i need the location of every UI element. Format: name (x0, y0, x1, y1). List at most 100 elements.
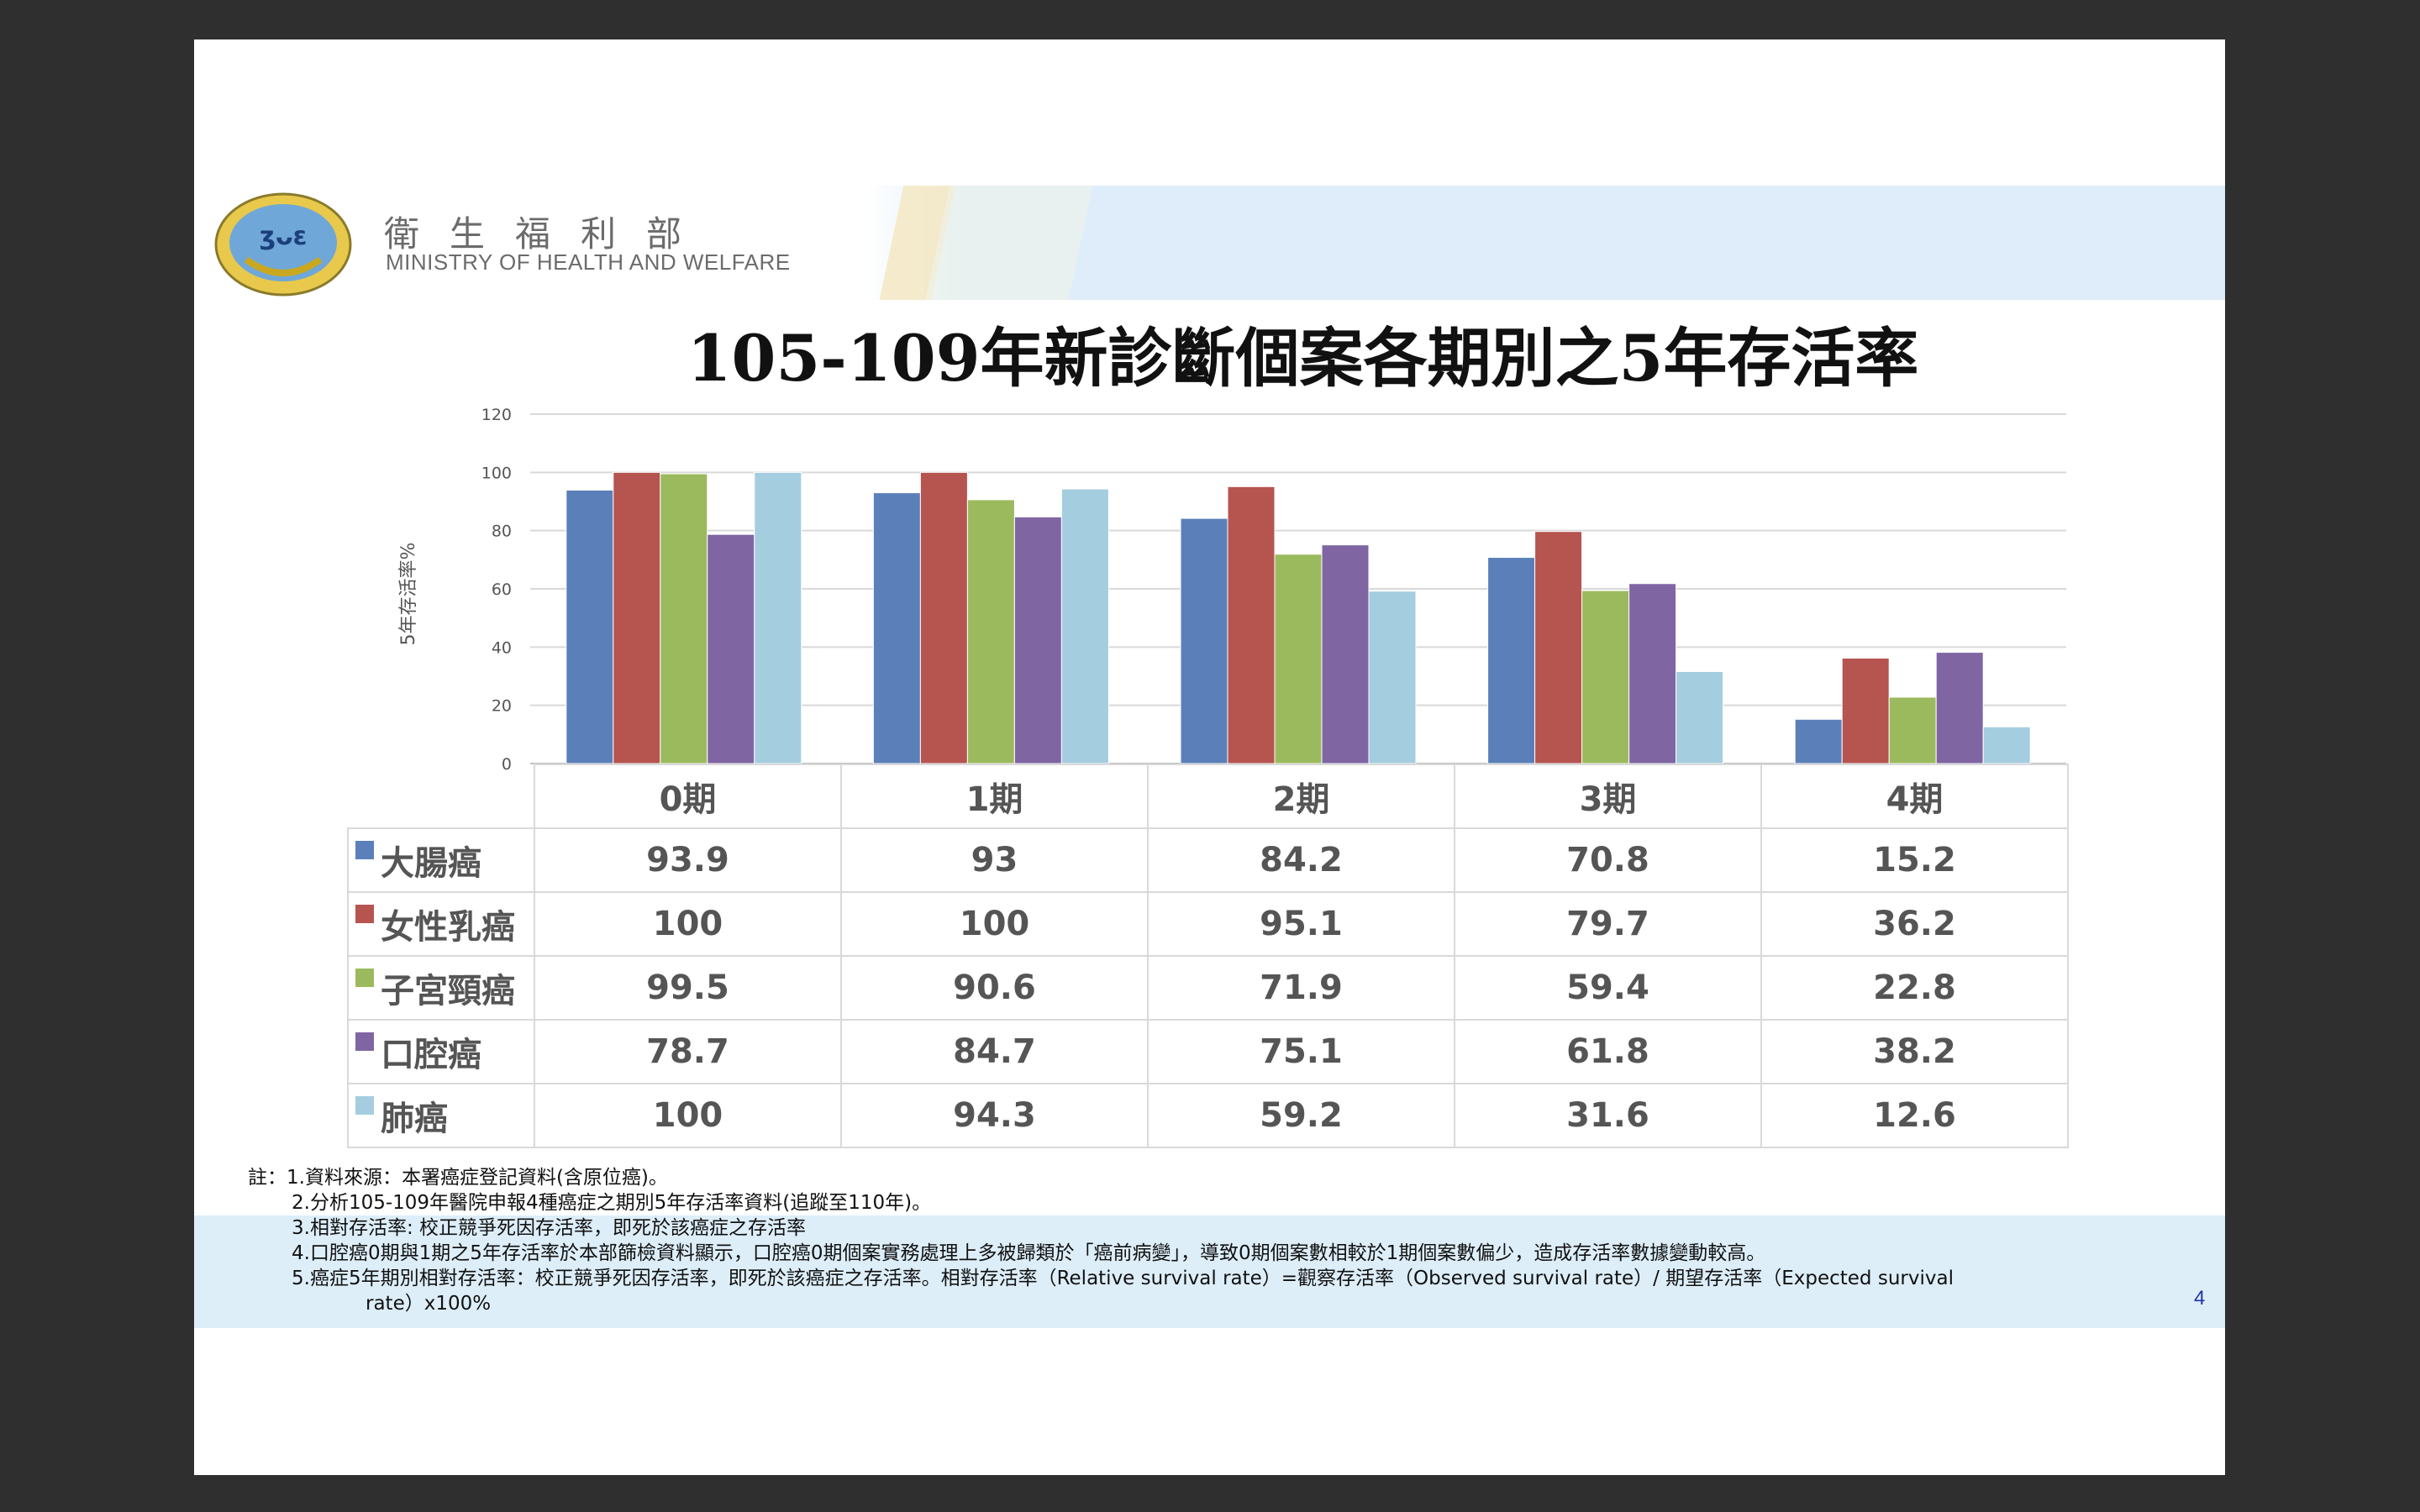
data-label: 59.4 (1454, 955, 1762, 1021)
category-label: 1期 (840, 764, 1149, 829)
note-line-3: 3.相對存活率: 校正競爭死因存活率，即死於該癌症之存活率 (292, 1217, 807, 1239)
legend-swatch (355, 1032, 374, 1051)
bar (1888, 696, 1937, 764)
y-tick-label: 120 (481, 406, 512, 424)
bar (1321, 544, 1370, 764)
data-label: 93 (840, 827, 1149, 893)
data-label: 38.2 (1760, 1019, 2069, 1084)
slide: ʒᴗɛ 衛生福利部 MINISTRY OF HEALTH AND WELFARE… (194, 39, 2225, 1475)
bar (660, 473, 708, 764)
series-name: 子宮頸癌 (381, 972, 515, 1011)
data-table-row: 子宮頸癌 99.5 90.6 71.9 59.4 22.8 (347, 955, 2069, 1021)
bar (1274, 554, 1323, 764)
bar (1180, 517, 1228, 764)
data-table-row: 口腔癌 78.7 84.7 75.1 61.8 38.2 (347, 1019, 2069, 1084)
bar (613, 471, 661, 764)
category-label: 0期 (534, 764, 842, 829)
data-table-row: 大腸癌 93.9 93 84.2 70.8 15.2 (347, 827, 2069, 893)
chart-title: 105-109年新診斷個案各期別之5年存活率 (687, 321, 1919, 396)
bar (1581, 590, 1630, 764)
y-tick-label: 80 (492, 522, 512, 541)
data-label: 84.2 (1147, 827, 1455, 893)
page-number: 4 (2194, 1287, 2206, 1310)
data-label: 71.9 (1147, 955, 1455, 1021)
y-tick-label: 0 (502, 755, 512, 774)
bar (1935, 652, 1984, 764)
bar (566, 489, 614, 764)
data-label: 36.2 (1760, 891, 2069, 957)
data-label: 99.5 (534, 955, 842, 1021)
category-label: 4期 (1760, 764, 2069, 829)
ministry-logo: ʒᴗɛ (214, 192, 352, 297)
data-label: 100 (534, 891, 842, 957)
data-label: 94.3 (840, 1083, 1149, 1148)
legend-swatch (355, 969, 374, 987)
data-table: 0期 1期 2期 3期 4期 大腸癌 93.9 93 84.2 70.8 15.2 女性乳癌 100 1… (347, 764, 2069, 1148)
legend-entry: 大腸癌 (347, 827, 535, 893)
svg-text:ʒᴗɛ: ʒᴗɛ (260, 222, 308, 251)
y-tick-label: 40 (492, 638, 512, 657)
series-name: 大腸癌 (381, 844, 481, 883)
bar (1368, 591, 1417, 764)
data-label: 15.2 (1760, 827, 2069, 893)
data-label: 79.7 (1454, 891, 1762, 957)
bar (1534, 531, 1583, 764)
bar (1227, 486, 1276, 764)
y-tick-label: 60 (492, 580, 512, 599)
data-label: 61.8 (1454, 1019, 1762, 1084)
legend-entry: 口腔癌 (347, 1019, 535, 1084)
bar (1487, 557, 1536, 764)
series-name: 口腔癌 (381, 1036, 481, 1074)
bar (1841, 658, 1890, 764)
y-tick-label: 100 (481, 464, 512, 482)
data-label: 93.9 (534, 827, 842, 893)
data-label: 12.6 (1760, 1083, 2069, 1148)
ministry-name-cn: 衛生福利部 (384, 213, 713, 255)
data-label: 95.1 (1147, 891, 1455, 957)
data-label: 59.2 (1147, 1083, 1455, 1148)
bar (1060, 488, 1109, 764)
bar (1676, 670, 1724, 764)
data-table-header-row: 0期 1期 2期 3期 4期 (348, 764, 2069, 829)
bar (1628, 583, 1677, 764)
note-line-4: 4.口腔癌0期與1期之5年存活率於本部篩檢資料顯示，口腔癌0期個案實務處理上多被… (292, 1242, 1766, 1264)
bar (707, 533, 755, 764)
bar (754, 471, 802, 764)
category-label: 2期 (1147, 764, 1455, 829)
data-table-corner (348, 764, 534, 828)
data-table-row: 女性乳癌 100 100 95.1 79.7 36.2 (347, 891, 2069, 957)
series-name: 肺癌 (381, 1100, 448, 1138)
ministry-name-en: MINISTRY OF HEALTH AND WELFARE (386, 249, 791, 275)
bar-chart: 0 20 40 60 80 100 120 5年存活率% (398, 406, 2066, 774)
bar (1794, 718, 1843, 764)
legend-swatch (355, 905, 374, 923)
y-axis-label: 5年存活率% (398, 543, 419, 646)
legend-entry: 肺癌 (347, 1083, 535, 1148)
legend-entry: 女性乳癌 (347, 891, 535, 957)
note-line-2: 2.分析105-109年醫院申報4種癌症之期別5年存活率資料(追蹤至110年)。 (292, 1192, 932, 1214)
data-table-body: 大腸癌 93.9 93 84.2 70.8 15.2 女性乳癌 100 100 95.1 79.7 3… (347, 827, 2069, 1148)
note-line-1: 註：1.資料來源：本署癌症登記資料(含原位癌)。 (248, 1167, 668, 1189)
series-name: 女性乳癌 (381, 908, 515, 947)
category-label: 3期 (1454, 764, 1762, 829)
y-tick-label: 20 (492, 697, 512, 716)
header-band (866, 186, 2225, 300)
data-label: 84.7 (840, 1019, 1149, 1084)
note-line-5: 5.癌症5年期別相對存活率：校正競爭死因存活率，即死於該癌症之存活率。相對存活率… (292, 1268, 1954, 1289)
notes-band (194, 1215, 2225, 1328)
data-label: 78.7 (534, 1019, 842, 1084)
legend-swatch (355, 1096, 374, 1115)
bar (872, 492, 921, 764)
bar (966, 499, 1015, 764)
legend-entry: 子宮頸癌 (347, 955, 535, 1021)
data-label: 100 (534, 1083, 842, 1148)
legend-swatch (355, 841, 374, 859)
data-label: 31.6 (1454, 1083, 1762, 1148)
bar (919, 471, 968, 764)
data-label: 70.8 (1454, 827, 1762, 893)
data-label: 100 (840, 891, 1149, 957)
data-label: 90.6 (840, 955, 1149, 1021)
note-line-6: rate）x100% (366, 1293, 492, 1315)
bar (1982, 726, 2031, 764)
data-table-row: 肺癌 100 94.3 59.2 31.6 12.6 (347, 1083, 2069, 1148)
